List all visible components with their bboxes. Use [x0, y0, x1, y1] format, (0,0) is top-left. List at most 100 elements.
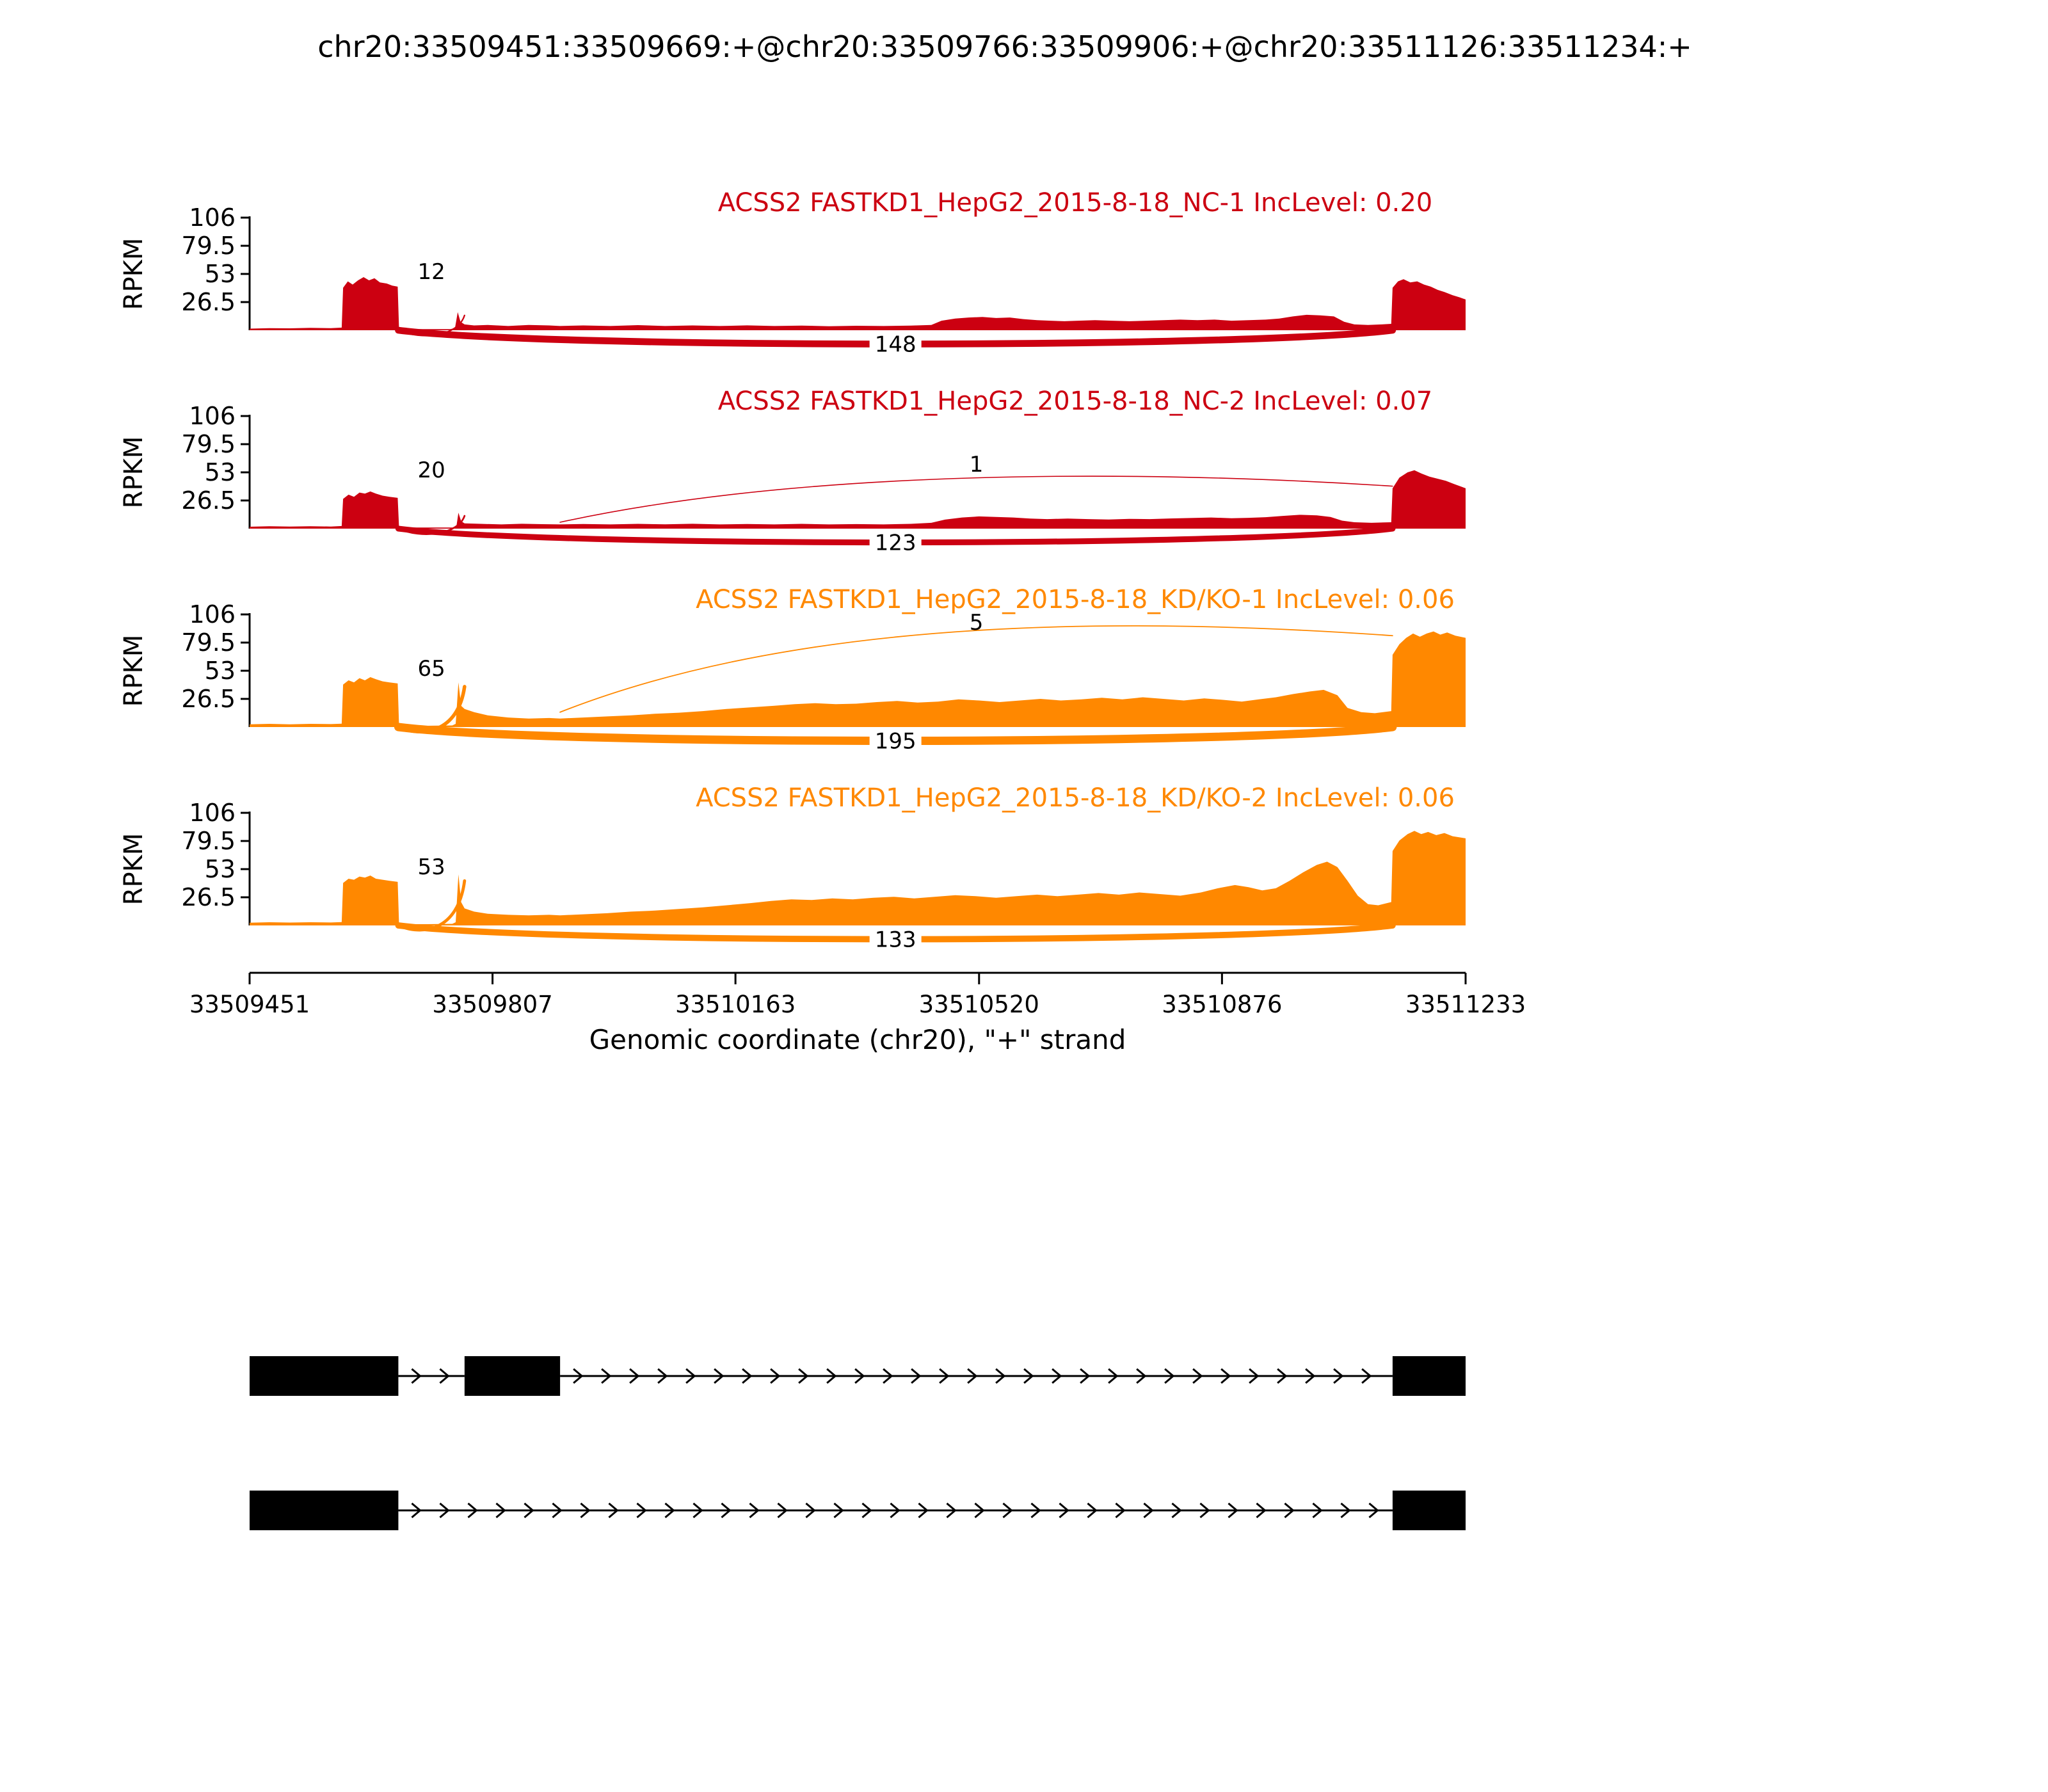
strand-arrow [1277, 1368, 1288, 1384]
y-tick-label: 53 [205, 458, 236, 486]
strand-arrow [770, 1368, 781, 1384]
strand-arrow [918, 1502, 929, 1519]
strand-arrow [692, 1502, 703, 1519]
junction-count-label: 53 [418, 854, 445, 880]
junction-label-bg [869, 925, 922, 953]
strand-arrow [608, 1502, 619, 1519]
strand-arrow [826, 1368, 837, 1384]
strand-arrow [411, 1502, 422, 1519]
strand-arrow [1143, 1502, 1154, 1519]
strand-arrow [1305, 1368, 1316, 1384]
y-tick-label: 26.5 [181, 486, 236, 515]
strand-arrow [657, 1368, 668, 1384]
strand-arrow [1249, 1368, 1260, 1384]
coverage-area [250, 631, 1466, 727]
strand-arrow [629, 1368, 640, 1384]
strand-arrow [1087, 1502, 1098, 1519]
exon-box [250, 1356, 399, 1396]
strand-arrow [890, 1502, 900, 1519]
junction-arc [559, 476, 1393, 523]
strand-arrow [439, 1502, 450, 1519]
y-tick-label: 79.5 [181, 232, 236, 260]
y-tick-label: 26.5 [181, 288, 236, 316]
y-tick-label: 79.5 [181, 628, 236, 657]
strand-arrow [636, 1502, 647, 1519]
junction-label-bg [869, 330, 922, 358]
x-tick-label: 33510876 [1162, 991, 1282, 1018]
strand-arrow [1115, 1502, 1126, 1519]
strand-arrow [580, 1502, 591, 1519]
strand-arrow [1228, 1502, 1238, 1519]
y-tick-label: 79.5 [181, 430, 236, 458]
y-axis-title: RPKM [119, 436, 148, 509]
strand-arrow [946, 1502, 957, 1519]
strand-arrow [1333, 1368, 1344, 1384]
figure-title: chr20:33509451:33509669:+@chr20:33509766… [317, 29, 1692, 64]
x-axis-label: Genomic coordinate (chr20), "+" strand [589, 1024, 1126, 1055]
y-axis-title: RPKM [119, 238, 148, 310]
y-axis-title: RPKM [119, 833, 148, 906]
exon-box [1392, 1491, 1466, 1530]
strand-arrow [721, 1502, 732, 1519]
coverage-area [250, 470, 1466, 529]
strand-arrow [1108, 1368, 1119, 1384]
strand-arrow [524, 1502, 534, 1519]
y-tick-label: 26.5 [181, 685, 236, 713]
strand-arrow [1002, 1502, 1013, 1519]
y-tick-label: 79.5 [181, 827, 236, 855]
strand-arrow [1136, 1368, 1147, 1384]
y-tick-label: 53 [205, 657, 236, 685]
strand-arrow [467, 1502, 478, 1519]
strand-arrow [1023, 1368, 1034, 1384]
track-title: ACSS2 FASTKD1_HepG2_2015-8-18_NC-2 IncLe… [718, 387, 1433, 416]
track-title: ACSS2 FASTKD1_HepG2_2015-8-18_KD/KO-2 In… [696, 783, 1455, 813]
strand-arrow [798, 1368, 809, 1384]
x-tick-label: 33511233 [1405, 991, 1526, 1018]
junction-count-label: 20 [418, 458, 445, 483]
exon-box [250, 1491, 399, 1530]
strand-arrow [1284, 1502, 1295, 1519]
strand-arrow [995, 1368, 1006, 1384]
strand-arrow [1192, 1368, 1203, 1384]
junction-arc [397, 879, 467, 932]
y-tick-label: 26.5 [181, 883, 236, 911]
strand-arrow [1220, 1368, 1231, 1384]
strand-arrow [1199, 1502, 1210, 1519]
y-axis-title: RPKM [119, 635, 148, 707]
junction-arc [559, 625, 1393, 713]
strand-arrow [573, 1368, 584, 1384]
strand-arrow [749, 1502, 760, 1519]
y-tick-label: 106 [189, 402, 236, 430]
strand-arrow [967, 1368, 978, 1384]
exon-box [1392, 1356, 1466, 1396]
strand-arrow [411, 1368, 422, 1384]
exon-box [464, 1356, 561, 1396]
strand-arrow [1171, 1502, 1182, 1519]
strand-arrow [777, 1502, 788, 1519]
strand-arrow [742, 1368, 753, 1384]
strand-arrow [1164, 1368, 1175, 1384]
strand-arrow [861, 1502, 872, 1519]
strand-arrow [1256, 1502, 1267, 1519]
strand-arrow [714, 1368, 724, 1384]
track-title: ACSS2 FASTKD1_HepG2_2015-8-18_NC-1 IncLe… [718, 188, 1433, 218]
strand-arrow [854, 1368, 865, 1384]
x-tick-label: 33509451 [189, 991, 310, 1018]
strand-arrow [664, 1502, 675, 1519]
strand-arrow [1312, 1502, 1323, 1519]
strand-arrow [439, 1368, 450, 1384]
junction-count-label: 148 [875, 332, 916, 358]
y-tick-label: 106 [189, 204, 236, 232]
junction-count-label: 133 [875, 927, 916, 953]
y-tick-label: 106 [189, 600, 236, 628]
junction-count-label: 65 [418, 656, 445, 682]
coverage-area [250, 277, 1466, 330]
junction-count-label: 12 [418, 259, 445, 285]
strand-arrow [685, 1368, 696, 1384]
junction-label-bg [869, 727, 922, 755]
junction-count-label: 1 [970, 452, 984, 477]
strand-arrow [805, 1502, 816, 1519]
track-title: ACSS2 FASTKD1_HepG2_2015-8-18_KD/KO-1 In… [696, 585, 1455, 614]
